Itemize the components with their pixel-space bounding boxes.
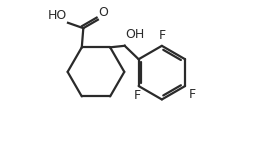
Text: F: F <box>159 29 166 42</box>
Text: O: O <box>99 6 108 19</box>
Text: F: F <box>134 89 141 102</box>
Text: OH: OH <box>125 28 145 41</box>
Text: F: F <box>189 88 196 101</box>
Text: HO: HO <box>48 9 67 22</box>
